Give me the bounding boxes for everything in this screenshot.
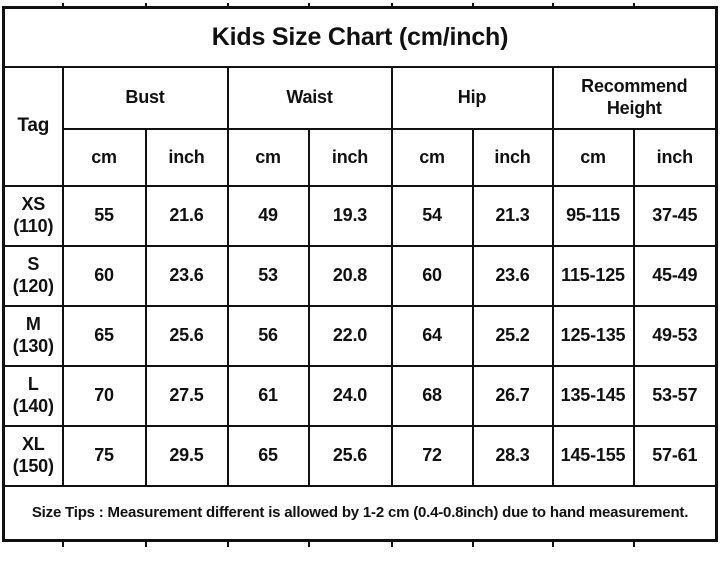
tag-size: L (27, 373, 39, 394)
tag-code: (120) (12, 275, 54, 296)
cell-waist-inch: 25.6 (307, 424, 393, 487)
crop-line (227, 542, 229, 547)
header-height-cm: cm (551, 127, 635, 187)
cell-hip-inch: 25.2 (471, 304, 554, 367)
table-row-m: M (130) 65 25.6 56 22.0 64 25.2 125-135 … (2, 304, 718, 367)
cell-bust-cm: 70 (61, 364, 147, 427)
cell-waist-inch: 24.0 (307, 364, 393, 427)
cell-hip-cm: 60 (390, 244, 474, 307)
cell-bust-inch: 23.6 (144, 244, 229, 307)
header-recommend-height-label: Recommend Height (581, 75, 688, 118)
cell-hip-inch: 28.3 (471, 424, 554, 487)
tag-s: S (120) (2, 244, 64, 307)
cell-height-inch: 57-61 (632, 424, 718, 487)
cell-hip-inch: 23.6 (471, 244, 554, 307)
cell-waist-cm: 61 (226, 364, 310, 427)
cell-hip-cm: 72 (390, 424, 474, 487)
table-row-xs: XS (110) 55 21.6 49 19.3 54 21.3 95-115 … (2, 184, 718, 247)
crop-line (633, 542, 635, 547)
tag-xl: XL (150) (2, 424, 64, 487)
cell-bust-inch: 27.5 (144, 364, 229, 427)
cell-bust-cm: 60 (61, 244, 147, 307)
tag-size: XL (21, 433, 45, 454)
tag-m: M (130) (2, 304, 64, 367)
cell-height-cm: 135-145 (551, 364, 635, 427)
tag-l: L (140) (2, 364, 64, 427)
cell-height-cm: 115-125 (551, 244, 635, 307)
cell-hip-inch: 21.3 (471, 184, 554, 247)
cell-bust-inch: 21.6 (144, 184, 229, 247)
cell-bust-inch: 25.6 (144, 304, 229, 367)
cell-hip-cm: 68 (390, 364, 474, 427)
crop-line (552, 3, 554, 6)
chart-title: Kids Size Chart (cm/inch) (2, 6, 718, 68)
crop-line (227, 3, 229, 6)
crop-line (633, 3, 635, 6)
header-hip-cm: cm (390, 127, 474, 187)
cell-waist-cm: 65 (226, 424, 310, 487)
cell-height-cm: 95-115 (551, 184, 635, 247)
cell-bust-cm: 55 (61, 184, 147, 247)
crop-line (62, 3, 64, 6)
crop-line (552, 542, 554, 547)
top-crop-sliver (2, 3, 718, 6)
cell-waist-inch: 19.3 (307, 184, 393, 247)
crop-line (308, 3, 310, 6)
header-waist-inch: inch (307, 127, 393, 187)
cell-waist-cm: 53 (226, 244, 310, 307)
cell-height-cm: 125-135 (551, 304, 635, 367)
size-chart-table: Kids Size Chart (cm/inch) Tag Bust Waist… (2, 6, 719, 542)
size-tips-note: Size Tips : Measurement different is all… (2, 484, 718, 542)
crop-line (145, 542, 147, 547)
table-row-l: L (140) 70 27.5 61 24.0 68 26.7 135-145 … (2, 364, 718, 427)
crop-line (391, 3, 393, 6)
crop-line (308, 542, 310, 547)
header-bust-inch: inch (144, 127, 229, 187)
cell-height-inch: 53-57 (632, 364, 718, 427)
cell-waist-cm: 56 (226, 304, 310, 367)
cell-bust-inch: 29.5 (144, 424, 229, 487)
tag-size: S (27, 253, 40, 274)
tag-size: XS (21, 193, 46, 214)
table-row-xl: XL (150) 75 29.5 65 25.6 72 28.3 145-155… (2, 424, 718, 487)
header-tag: Tag (2, 65, 64, 187)
tag-code: (150) (12, 455, 54, 476)
tag-code: (110) (13, 215, 54, 236)
cell-hip-cm: 54 (390, 184, 474, 247)
crop-line (472, 3, 474, 6)
cell-height-inch: 49-53 (632, 304, 718, 367)
cell-waist-inch: 20.8 (307, 244, 393, 307)
bottom-crop-sliver (2, 542, 718, 547)
cell-bust-cm: 75 (61, 424, 147, 487)
tag-size: M (25, 313, 41, 334)
crop-line (62, 542, 64, 547)
cell-height-inch: 45-49 (632, 244, 718, 307)
cell-height-inch: 37-45 (632, 184, 718, 247)
cell-height-cm: 145-155 (551, 424, 635, 487)
tag-code: (130) (12, 335, 54, 356)
cell-waist-inch: 22.0 (307, 304, 393, 367)
crop-line (145, 3, 147, 6)
header-hip-inch: inch (471, 127, 554, 187)
crop-line (472, 542, 474, 547)
cell-waist-cm: 49 (226, 184, 310, 247)
cell-hip-inch: 26.7 (471, 364, 554, 427)
size-chart-sheet: Kids Size Chart (cm/inch) Tag Bust Waist… (2, 3, 719, 547)
header-bust: Bust (61, 65, 229, 130)
header-waist-cm: cm (226, 127, 310, 187)
table-row-s: S (120) 60 23.6 53 20.8 60 23.6 115-125 … (2, 244, 718, 307)
header-waist: Waist (226, 65, 393, 130)
cell-hip-cm: 64 (390, 304, 474, 367)
tag-xs: XS (110) (2, 184, 64, 247)
tag-code: (140) (12, 395, 54, 416)
cell-bust-cm: 65 (61, 304, 147, 367)
crop-line (391, 542, 393, 547)
header-hip: Hip (390, 65, 554, 130)
header-bust-cm: cm (61, 127, 147, 187)
header-recommend-height: Recommend Height (551, 65, 718, 130)
header-height-inch: inch (632, 127, 718, 187)
